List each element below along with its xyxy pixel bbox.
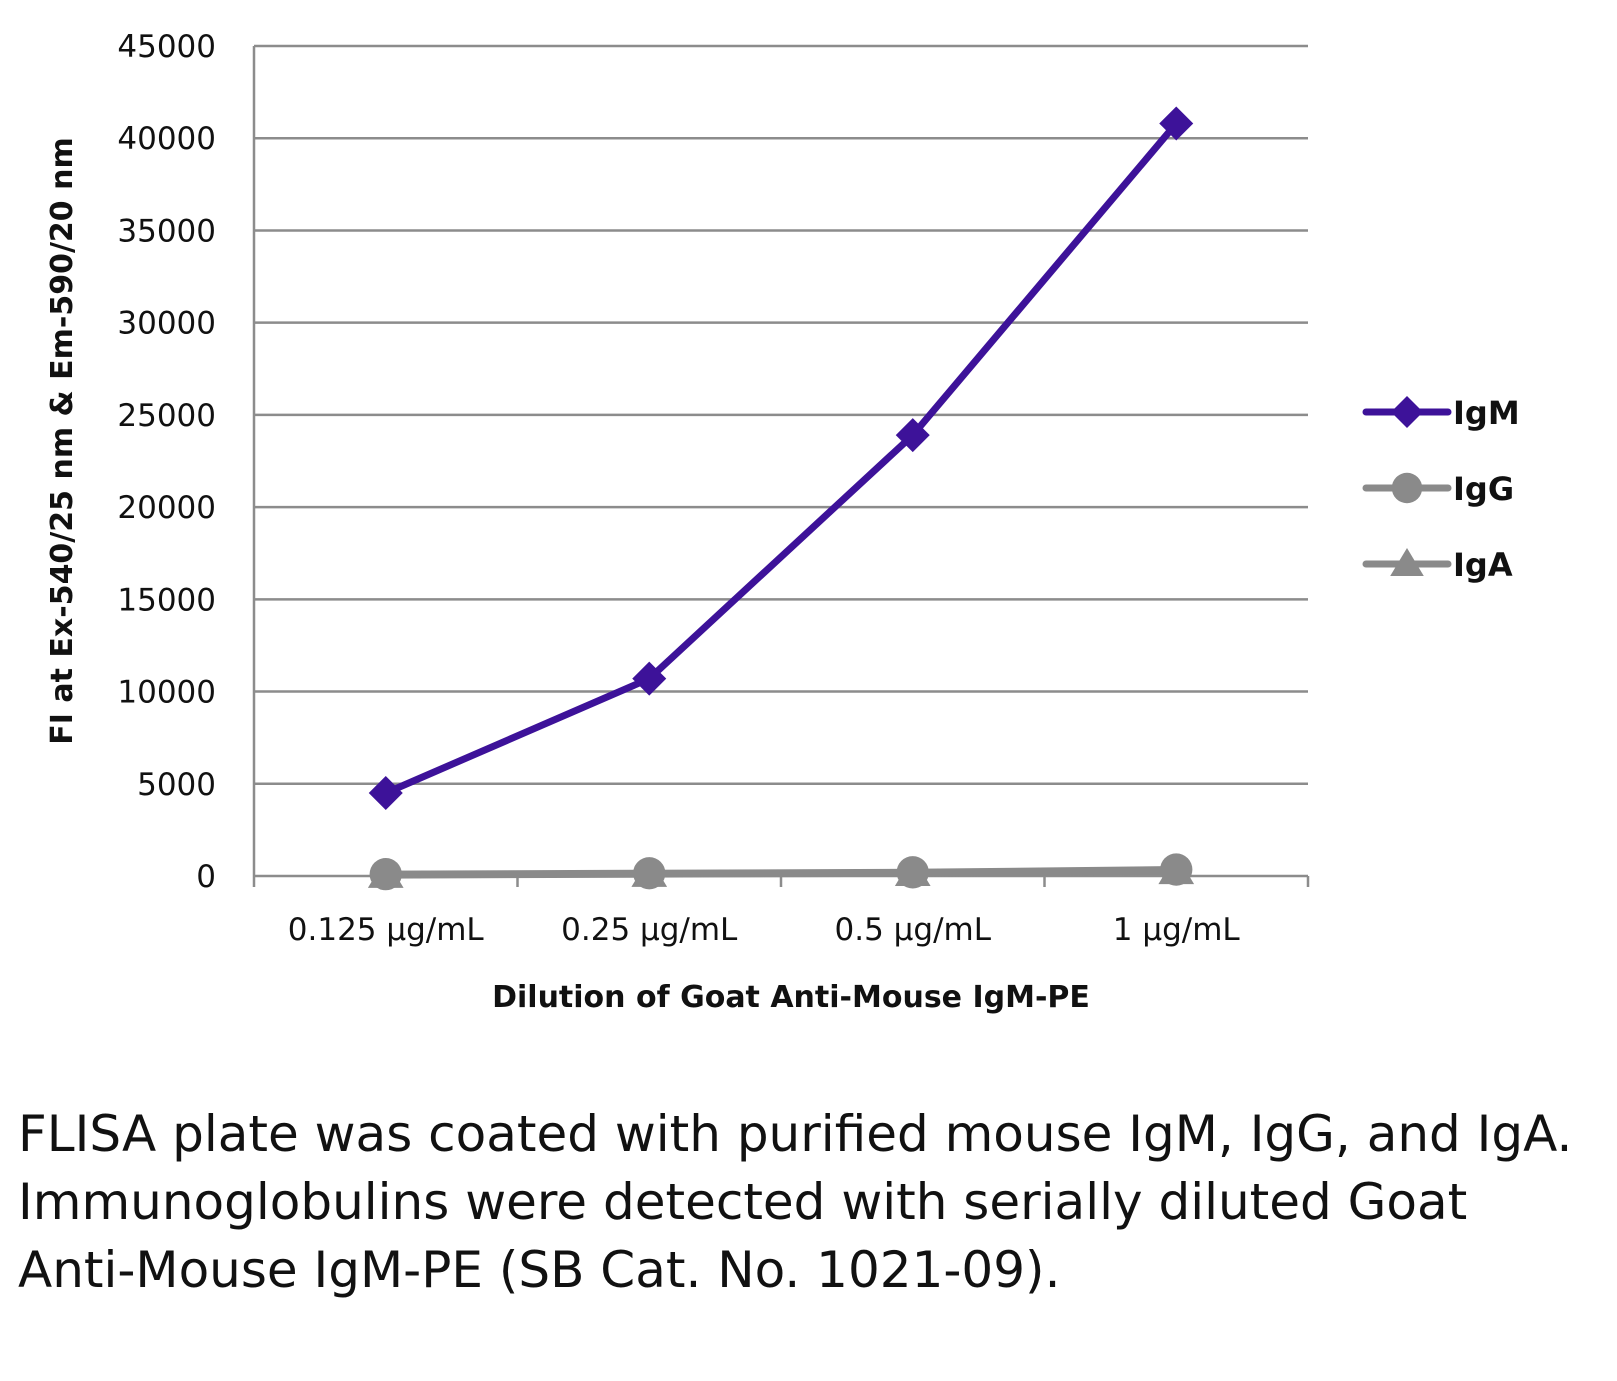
series-igm bbox=[368, 106, 1194, 810]
x-tick-label: 0.125 µg/mL bbox=[288, 912, 485, 948]
data-point-igg bbox=[1160, 853, 1193, 886]
y-tick-label: 25000 bbox=[117, 398, 216, 434]
legend-marker-igm bbox=[1391, 396, 1423, 428]
x-tick-labels: 0.125 µg/mL 0.25 µg/mL 0.5 µg/mL 1 µg/mL bbox=[288, 912, 1241, 948]
y-tick-label: 10000 bbox=[117, 675, 216, 711]
line-chart: 0 5000 10000 15000 20000 25000 30000 35000 40000… bbox=[45, 29, 1520, 1015]
y-tick-label: 35000 bbox=[117, 213, 216, 249]
legend-label-igm: IgM bbox=[1453, 394, 1520, 432]
y-tick-label: 40000 bbox=[117, 121, 216, 157]
legend-label-iga: IgA bbox=[1453, 546, 1513, 584]
legend-item-igg: IgG bbox=[1362, 470, 1514, 508]
data-point-igg bbox=[369, 858, 402, 891]
chart-container: 0 5000 10000 15000 20000 25000 30000 35000 40000… bbox=[45, 29, 1520, 1015]
figure-caption: FLISA plate was coated with purified mou… bbox=[18, 1105, 1573, 1299]
legend-marker-iga bbox=[1390, 548, 1424, 576]
y-tick-label: 45000 bbox=[117, 29, 216, 65]
y-tick-label: 20000 bbox=[117, 490, 216, 526]
series-line-igg bbox=[382, 866, 1180, 878]
data-point-igm bbox=[1159, 106, 1194, 141]
series-line-igm bbox=[382, 119, 1180, 797]
gridlines bbox=[254, 44, 1308, 786]
y-axis-title: FI at Ex-540/25 nm & Em-590/20 nm bbox=[45, 137, 80, 744]
data-point-igm bbox=[368, 776, 403, 810]
legend-marker-igg bbox=[1391, 472, 1423, 504]
y-tick-labels: 0 5000 10000 15000 20000 25000 30000 35000 40000… bbox=[117, 29, 216, 895]
data-point-igm bbox=[895, 418, 930, 453]
data-point-igg bbox=[896, 856, 929, 889]
x-tick-label: 1 µg/mL bbox=[1113, 912, 1241, 948]
data-point-igg bbox=[633, 857, 666, 890]
x-axis-ticks bbox=[252, 876, 1310, 887]
data-point-igm bbox=[632, 661, 667, 696]
y-tick-label: 5000 bbox=[137, 767, 216, 803]
y-tick-label: 30000 bbox=[117, 306, 216, 342]
x-tick-label: 0.25 µg/mL bbox=[561, 912, 738, 948]
y-tick-label: 15000 bbox=[117, 582, 216, 618]
series-igg bbox=[369, 853, 1193, 891]
y-tick-label: 0 bbox=[196, 859, 216, 895]
legend-label-igg: IgG bbox=[1453, 470, 1514, 508]
legend: IgM IgG IgA bbox=[1362, 394, 1520, 584]
legend-item-iga: IgA bbox=[1362, 546, 1513, 584]
x-tick-label: 0.5 µg/mL bbox=[835, 912, 992, 948]
x-axis-title: Dilution of Goat Anti-Mouse IgM-PE bbox=[492, 980, 1090, 1015]
legend-item-igm: IgM bbox=[1362, 394, 1520, 432]
